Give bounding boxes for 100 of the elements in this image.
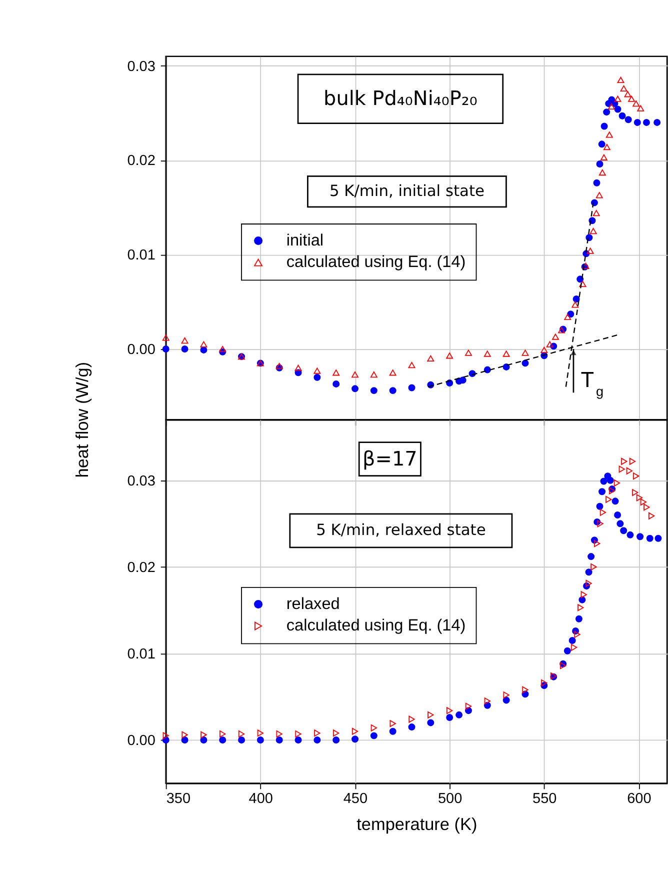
point <box>614 512 622 519</box>
point <box>540 346 548 354</box>
point <box>588 553 595 560</box>
point <box>294 736 302 744</box>
point <box>332 380 340 388</box>
point <box>600 154 608 160</box>
point <box>596 160 604 168</box>
point <box>446 707 453 714</box>
point <box>586 234 593 242</box>
point <box>567 310 574 318</box>
point <box>370 371 378 378</box>
point <box>459 376 466 384</box>
point <box>608 103 615 110</box>
point <box>314 730 320 737</box>
point <box>502 350 510 357</box>
point <box>370 724 378 732</box>
point <box>370 387 378 394</box>
point <box>598 488 606 496</box>
point <box>162 732 169 740</box>
point <box>640 498 647 506</box>
point <box>552 334 559 340</box>
point <box>575 615 582 622</box>
legend-label: initial <box>286 231 324 250</box>
point <box>580 591 587 598</box>
point <box>446 352 454 359</box>
point <box>626 531 634 538</box>
point <box>408 724 416 731</box>
point <box>618 466 625 473</box>
point <box>629 458 636 465</box>
point <box>646 534 654 542</box>
point <box>294 364 302 371</box>
y-tick-label: 0.03 <box>127 473 156 490</box>
point <box>620 527 628 534</box>
x-tick-label: 350 <box>166 790 191 807</box>
legend-label: calculated using Eq. (14) <box>286 253 466 272</box>
point <box>408 362 416 368</box>
point <box>484 350 491 357</box>
point <box>276 736 283 744</box>
point <box>606 496 612 503</box>
point <box>648 512 655 520</box>
point <box>352 736 359 743</box>
point <box>162 334 170 341</box>
point <box>564 314 572 320</box>
point <box>600 508 606 516</box>
point <box>585 568 592 576</box>
y-axis-title: heat flow (W/g) <box>72 362 92 478</box>
point <box>295 730 302 738</box>
point <box>614 106 622 113</box>
point <box>314 736 321 744</box>
point <box>220 730 226 738</box>
point <box>541 679 548 686</box>
point <box>568 637 576 644</box>
point <box>427 355 434 362</box>
point <box>579 280 586 287</box>
x-axis-title: temperature (K) <box>356 814 478 834</box>
point <box>624 91 632 98</box>
point <box>333 730 340 737</box>
y-tick-label: 0.03 <box>127 58 156 75</box>
point <box>600 478 608 485</box>
point <box>200 731 207 738</box>
point <box>598 140 606 148</box>
point <box>546 341 554 348</box>
point <box>181 337 188 344</box>
point <box>632 472 640 480</box>
point <box>572 296 580 302</box>
y-tick-label: 0.02 <box>127 153 156 170</box>
legend-label: calculated using Eq. (14) <box>286 616 466 635</box>
point <box>590 228 597 234</box>
point <box>596 502 604 510</box>
point <box>314 368 321 374</box>
x-tick-label: 450 <box>343 790 368 807</box>
point <box>637 105 644 112</box>
y-tick-label: 0.00 <box>127 733 156 749</box>
point <box>456 711 463 718</box>
point <box>564 647 571 654</box>
point <box>624 116 632 124</box>
point <box>182 731 188 738</box>
point <box>332 370 340 376</box>
point <box>256 736 264 744</box>
point <box>634 118 641 126</box>
point <box>578 604 584 612</box>
point <box>594 540 600 548</box>
point <box>352 728 358 735</box>
point <box>427 719 434 726</box>
point <box>200 341 208 348</box>
annotation: bulk Pd₄₀Ni₄₀P₂₀ <box>324 86 478 110</box>
point <box>617 76 624 84</box>
point <box>352 371 359 378</box>
point <box>626 467 633 474</box>
point <box>314 374 321 381</box>
point <box>522 686 528 694</box>
point <box>522 360 529 367</box>
point <box>606 476 614 484</box>
point <box>596 192 603 198</box>
point <box>389 387 396 394</box>
point <box>389 728 396 735</box>
point <box>632 100 640 107</box>
point <box>614 96 622 102</box>
point <box>238 730 245 738</box>
point <box>636 533 644 540</box>
